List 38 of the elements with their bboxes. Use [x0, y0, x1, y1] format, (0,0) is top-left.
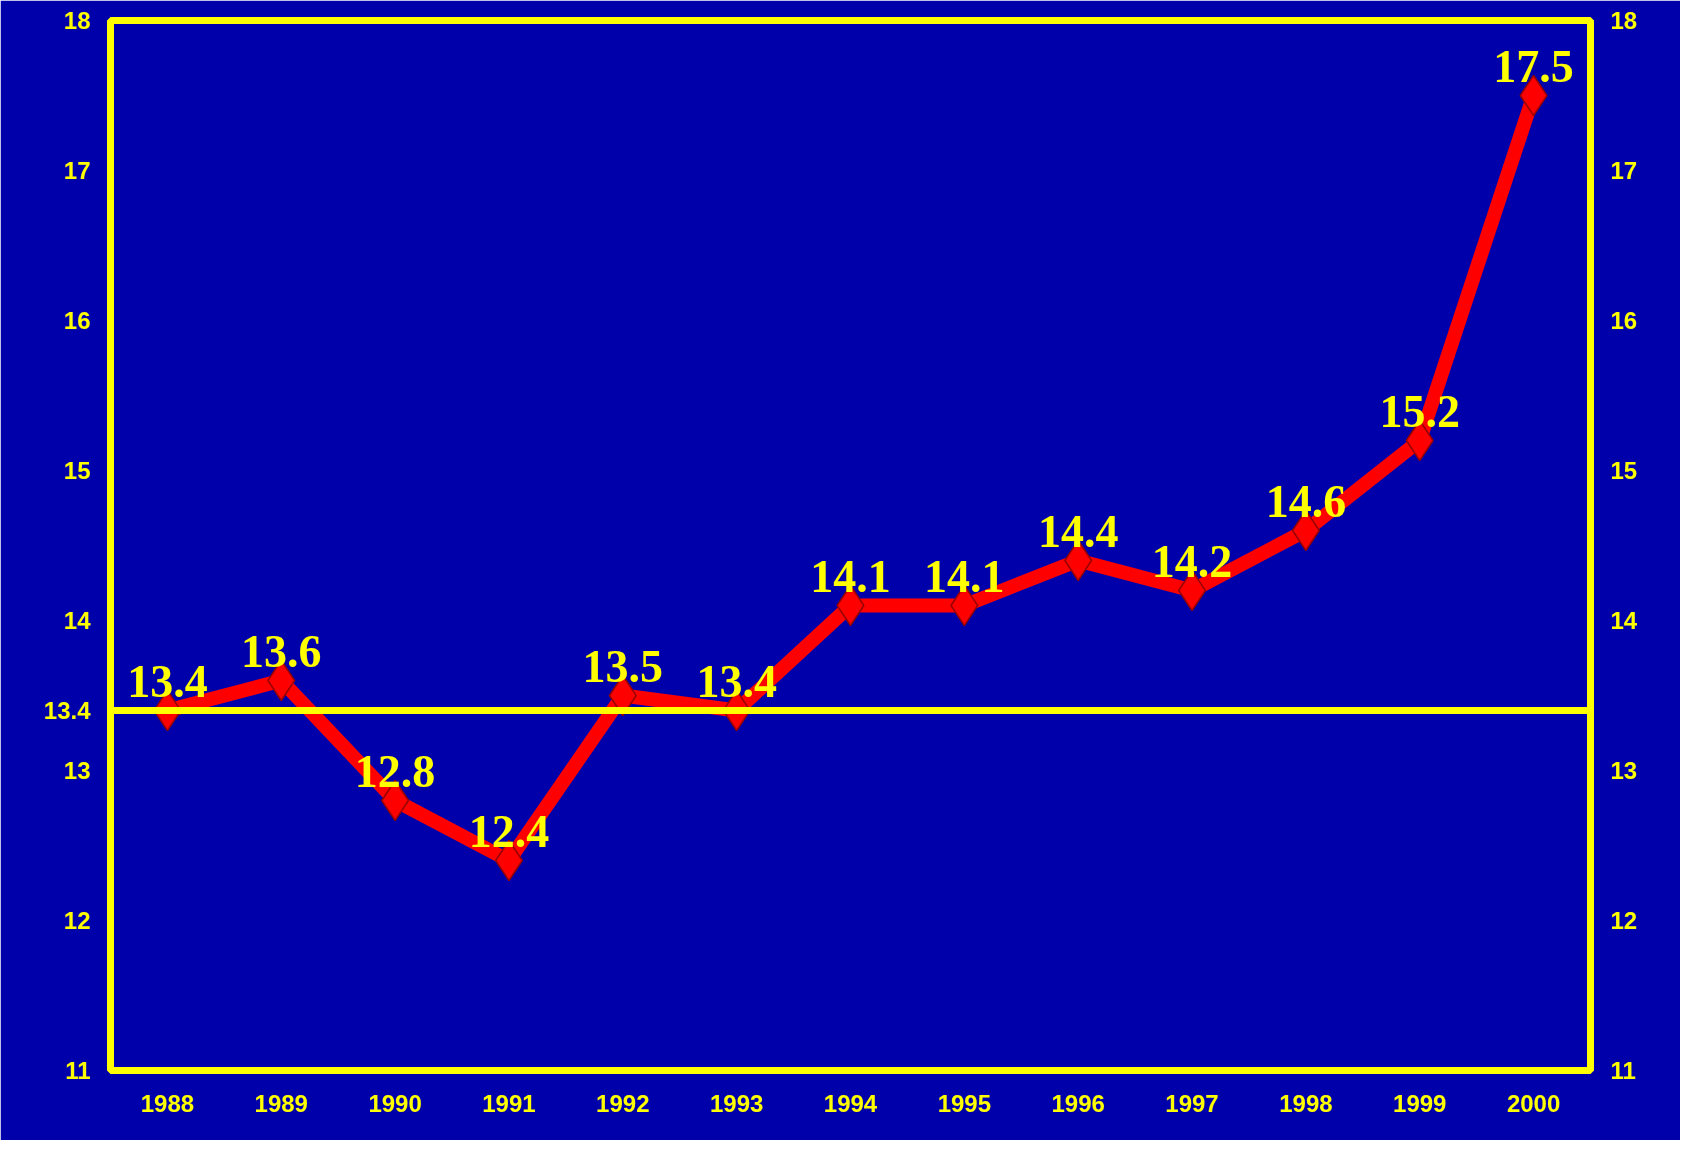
data-label: 14.1 [810, 550, 891, 602]
y2-tick-label: 13 [1610, 757, 1638, 784]
x-tick-label: 2000 [1506, 1089, 1561, 1117]
x-tick-label: 1992 [596, 1089, 650, 1117]
y-tick-label: 13.4 [43, 697, 92, 724]
x-tick-label: 1989 [254, 1089, 308, 1117]
y2-tick-label: 12 [1610, 907, 1638, 934]
y-tick-label: 18 [63, 7, 91, 34]
x-tick-label: 1993 [709, 1089, 764, 1117]
y2-tick-label: 15 [1610, 457, 1638, 484]
y2-tick-label: 18 [1610, 7, 1638, 34]
x-tick-label: 1990 [368, 1089, 422, 1117]
data-label: 14.4 [1037, 505, 1119, 557]
data-label: 17.5 [1493, 40, 1574, 92]
y2-tick-label: 11 [1610, 1057, 1636, 1084]
x-tick-label: 1997 [1165, 1089, 1219, 1117]
x-tick-label: 1995 [937, 1089, 992, 1117]
x-tick-label: 1988 [140, 1089, 195, 1117]
y-tick-label: 11 [65, 1057, 91, 1084]
y-tick-label: 15 [63, 457, 91, 484]
y-tick-label: 13 [63, 757, 91, 784]
x-tick-label: 1991 [482, 1089, 536, 1117]
data-label: 14.1 [924, 550, 1005, 602]
data-label: 13.6 [241, 625, 322, 677]
x-tick-label: 1994 [823, 1089, 878, 1117]
data-label: 13.5 [582, 640, 664, 692]
data-label: 14.2 [1151, 535, 1233, 587]
data-label: 13.4 [127, 655, 208, 707]
x-tick-label: 1998 [1279, 1089, 1333, 1117]
y2-tick-label: 16 [1610, 307, 1638, 334]
y2-tick-label: 17 [1610, 157, 1638, 184]
y2-tick-label: 14 [1610, 607, 1638, 634]
y-tick-label: 14 [63, 607, 92, 634]
y-tick-label: 16 [63, 307, 91, 334]
y-tick-label: 17 [63, 157, 91, 184]
x-tick-label: 1996 [1051, 1089, 1105, 1117]
y-tick-label: 12 [63, 907, 91, 934]
x-tick-label: 1999 [1393, 1089, 1447, 1117]
